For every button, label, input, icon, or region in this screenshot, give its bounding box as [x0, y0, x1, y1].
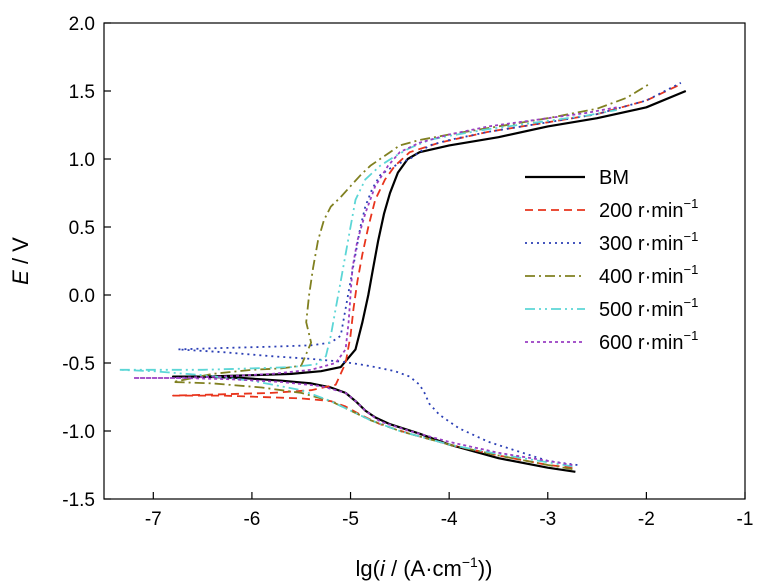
legend: BM 200 r·min−1 300 r·min−1 400 r·min−1 500 r…: [525, 167, 698, 354]
x-tick-label: -4: [441, 509, 458, 530]
series-line-3: [177, 81, 682, 466]
y-tick-label: -1.0: [62, 422, 95, 443]
y-tick-label: -0.5: [62, 354, 95, 375]
x-tick-label: -1: [737, 509, 754, 530]
x-axis-title-part-4: −1: [462, 554, 478, 570]
series-line-2: [172, 83, 682, 469]
legend-label: 600 r·min−1: [599, 328, 698, 354]
x-axis-title: lg(i / (A·cm−1)): [356, 554, 493, 581]
x-tick-label: -2: [638, 509, 655, 530]
x-axis-title-part-2: i: [380, 556, 386, 581]
series-line-1: [171, 89, 687, 473]
x-tick-label: -3: [539, 509, 556, 530]
x-axis-title-part-1: lg(: [356, 556, 381, 581]
x-axis-title-part-3: / (A·cm: [385, 556, 462, 581]
series-line-4: [172, 82, 652, 470]
x-tick-label: -7: [145, 509, 162, 530]
x-axis-title-part-5: )): [478, 556, 493, 581]
x-axis: -7 -6 -5 -4 -3 -2 -1: [145, 492, 754, 530]
y-tick-label: 0.0: [69, 286, 95, 307]
legend-label: 300 r·min−1: [599, 229, 698, 255]
legend-label: 200 r·min−1: [599, 196, 698, 222]
y-axis-title: E / V: [8, 237, 33, 285]
plot-frame: [103, 22, 746, 500]
y-tick-label: 1.5: [69, 82, 95, 103]
y-tick-label: 0.5: [69, 218, 95, 239]
legend-label: BM: [599, 167, 629, 189]
legend-label: 400 r·min−1: [599, 262, 698, 288]
series-layer: [117, 81, 687, 473]
y-tick-label: 2.0: [69, 14, 95, 35]
legend-label: 500 r·min−1: [599, 295, 698, 321]
y-tick-label: 1.0: [69, 150, 95, 171]
y-axis-title-part-2: / V: [8, 237, 33, 270]
x-tick-label: -6: [243, 509, 260, 530]
series-line-6: [132, 106, 617, 466]
y-axis: -1.5 -1.0 -0.5 0.0 0.5 1.0 1.5 2.0: [62, 14, 111, 511]
x-tick-label: -5: [342, 509, 359, 530]
y-axis-title-part-1: E: [8, 270, 33, 285]
y-tick-label: -1.5: [62, 490, 95, 511]
series-line-5: [117, 109, 617, 468]
